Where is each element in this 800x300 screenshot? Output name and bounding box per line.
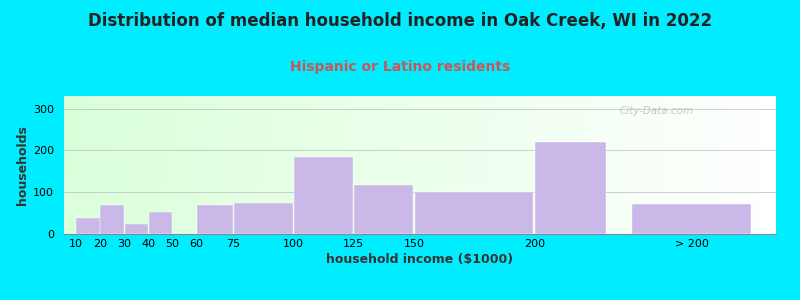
Bar	[76, 218, 100, 234]
Text: City-Data.com: City-Data.com	[619, 106, 694, 116]
Bar	[535, 142, 606, 234]
Y-axis label: households: households	[16, 125, 29, 205]
X-axis label: household income ($1000): household income ($1000)	[326, 253, 514, 266]
Bar	[354, 185, 414, 234]
Bar	[101, 205, 124, 234]
Text: Distribution of median household income in Oak Creek, WI in 2022: Distribution of median household income …	[88, 12, 712, 30]
Bar	[149, 212, 172, 234]
Bar	[234, 202, 293, 234]
Text: Hispanic or Latino residents: Hispanic or Latino residents	[290, 60, 510, 74]
Bar	[197, 205, 233, 234]
Bar	[415, 192, 534, 234]
Bar	[294, 158, 353, 234]
Bar	[632, 204, 750, 234]
Bar	[125, 224, 148, 234]
